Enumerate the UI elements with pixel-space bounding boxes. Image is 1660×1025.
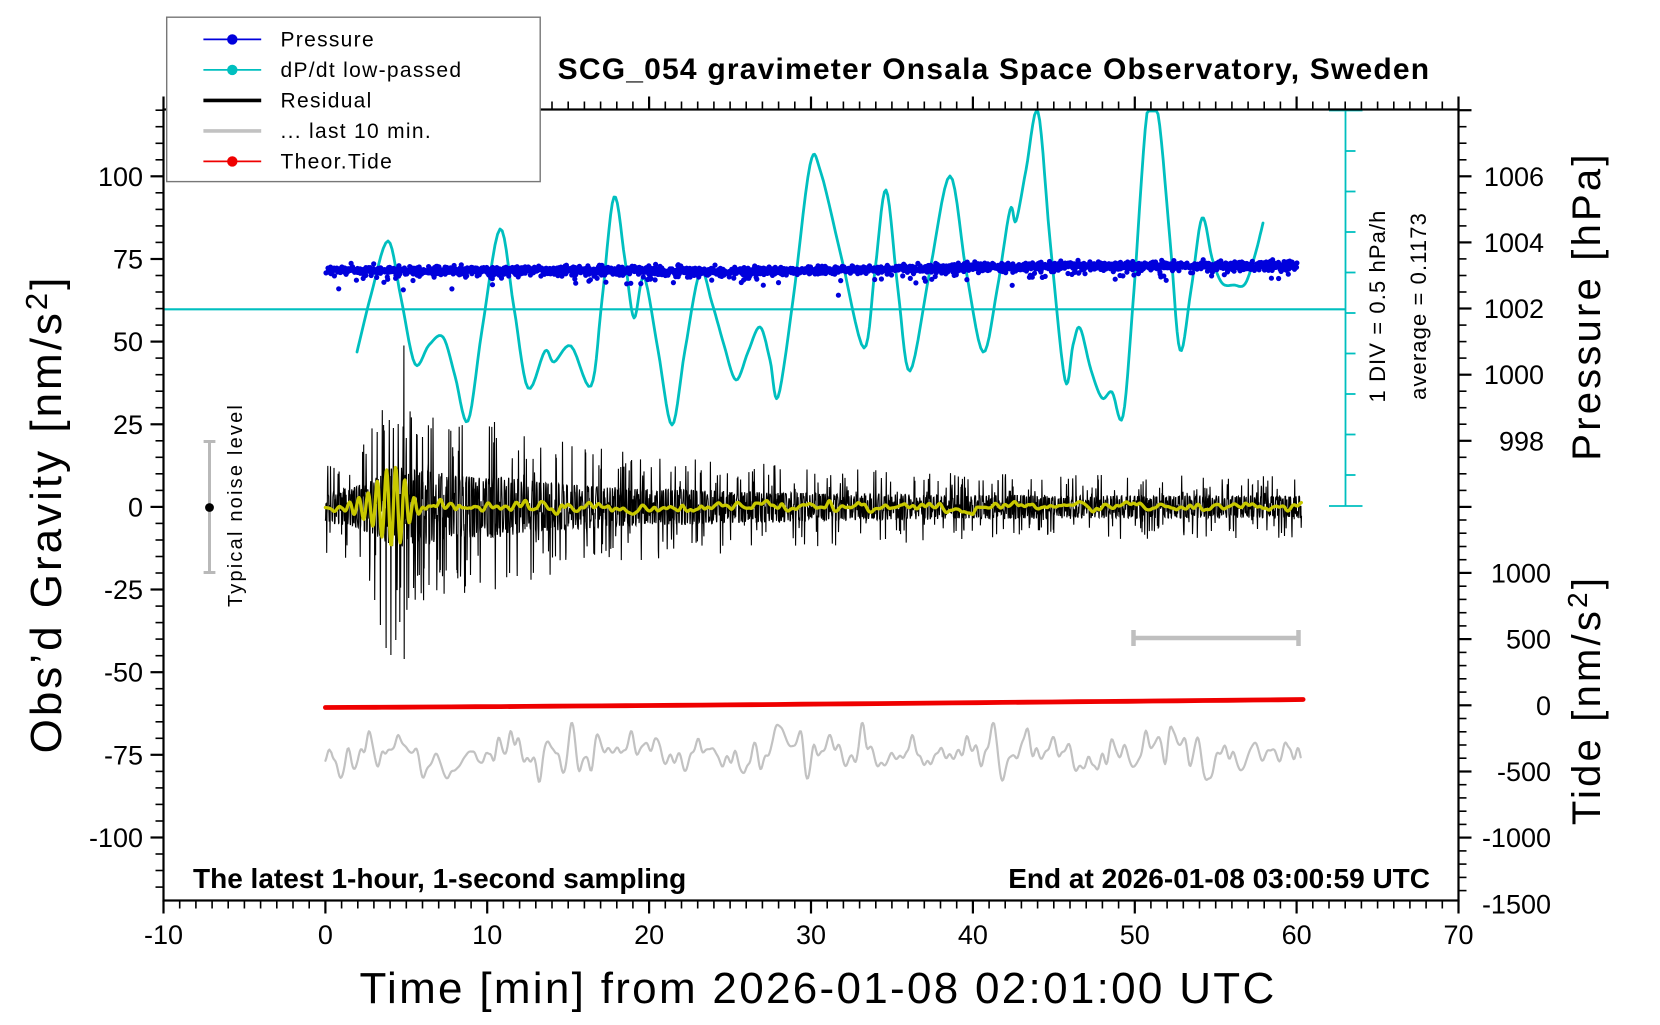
svg-text:Time [min] from 2026-01-08 02:: Time [min] from 2026-01-08 02:01:00 UTC <box>359 964 1276 1013</box>
svg-text:End at 2026-01-08 03:00:59 UTC: End at 2026-01-08 03:00:59 UTC <box>1008 863 1430 894</box>
svg-text:70: 70 <box>1443 920 1473 950</box>
svg-text:dP/dt low-passed: dP/dt low-passed <box>281 59 463 82</box>
svg-text:500: 500 <box>1506 625 1551 655</box>
svg-text:Typical noise level: Typical noise level <box>225 403 247 607</box>
svg-text:0: 0 <box>128 492 143 522</box>
svg-text:-50: -50 <box>104 658 143 688</box>
svg-text:The latest 1-hour, 1-second sa: The latest 1-hour, 1-second sampling <box>193 863 686 894</box>
svg-text:1 DIV = 0.5 hPa/h: 1 DIV = 0.5 hPa/h <box>1365 210 1390 403</box>
svg-text:1004: 1004 <box>1484 228 1544 258</box>
svg-text:0: 0 <box>1536 691 1551 721</box>
svg-text:1000: 1000 <box>1491 558 1551 588</box>
svg-text:50: 50 <box>113 327 143 357</box>
svg-text:Tide [nm/s2]: Tide [nm/s2] <box>1562 575 1609 825</box>
svg-text:25: 25 <box>113 410 143 440</box>
svg-text:Residual: Residual <box>281 90 373 113</box>
svg-text:-500: -500 <box>1497 757 1551 787</box>
svg-text:Theor.Tide: Theor.Tide <box>281 151 394 174</box>
svg-text:1006: 1006 <box>1484 162 1544 192</box>
svg-text:-1500: -1500 <box>1482 889 1551 919</box>
svg-text:40: 40 <box>958 920 988 950</box>
svg-text:100: 100 <box>98 162 143 192</box>
svg-text:SCG_054 gravimeter Onsala Spac: SCG_054 gravimeter Onsala Space Observat… <box>558 53 1431 86</box>
svg-text:75: 75 <box>113 245 143 275</box>
svg-text:20: 20 <box>634 920 664 950</box>
svg-text:Obs’d Gravity [nm/s2]: Obs’d Gravity [nm/s2] <box>19 275 71 754</box>
svg-text:-1000: -1000 <box>1482 823 1551 853</box>
svg-text:60: 60 <box>1282 920 1312 950</box>
svg-text:Pressure: Pressure <box>281 29 375 52</box>
svg-text:50: 50 <box>1120 920 1150 950</box>
svg-text:-25: -25 <box>104 575 143 605</box>
svg-text:998: 998 <box>1499 426 1544 456</box>
svg-text:-100: -100 <box>89 823 143 853</box>
svg-text:1002: 1002 <box>1484 294 1544 324</box>
svg-text:Pressure [hPa]: Pressure [hPa] <box>1565 151 1609 460</box>
svg-text:average = 0.1173: average = 0.1173 <box>1406 212 1431 400</box>
svg-text:10: 10 <box>472 920 502 950</box>
svg-text:0: 0 <box>318 920 333 950</box>
svg-text:1000: 1000 <box>1484 360 1544 390</box>
svg-text:-75: -75 <box>104 740 143 770</box>
svg-text:... last 10 min.: ... last 10 min. <box>281 120 433 143</box>
svg-text:-10: -10 <box>144 920 183 950</box>
svg-text:30: 30 <box>796 920 826 950</box>
